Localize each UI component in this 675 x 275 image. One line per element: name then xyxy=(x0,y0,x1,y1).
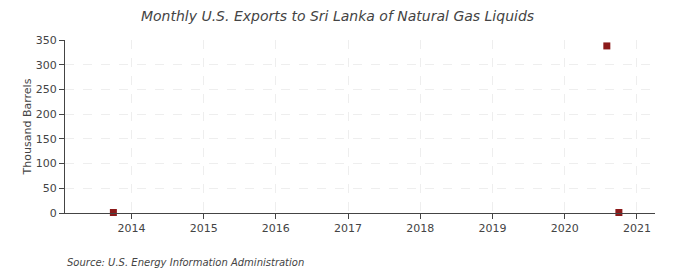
svg-text:200: 200 xyxy=(36,108,57,121)
svg-text:2015: 2015 xyxy=(190,222,218,235)
svg-text:50: 50 xyxy=(43,182,57,195)
svg-text:Source: U.S. Energy Informatio: Source: U.S. Energy Information Administ… xyxy=(67,257,304,268)
svg-text:300: 300 xyxy=(36,59,57,72)
svg-text:2014: 2014 xyxy=(117,222,145,235)
svg-text:150: 150 xyxy=(36,133,57,146)
svg-text:2017: 2017 xyxy=(334,222,362,235)
svg-text:Monthly U.S. Exports to Sri La: Monthly U.S. Exports to Sri Lanka of Nat… xyxy=(141,8,534,24)
svg-text:2016: 2016 xyxy=(262,222,290,235)
svg-text:2021: 2021 xyxy=(623,222,651,235)
svg-text:350: 350 xyxy=(36,34,57,47)
svg-text:2018: 2018 xyxy=(406,222,434,235)
svg-text:2020: 2020 xyxy=(551,222,579,235)
svg-text:2019: 2019 xyxy=(479,222,507,235)
svg-text:Thousand Barrels: Thousand Barrels xyxy=(21,78,34,175)
svg-text:0: 0 xyxy=(50,207,57,220)
svg-text:250: 250 xyxy=(36,83,57,96)
svg-text:100: 100 xyxy=(36,157,57,170)
